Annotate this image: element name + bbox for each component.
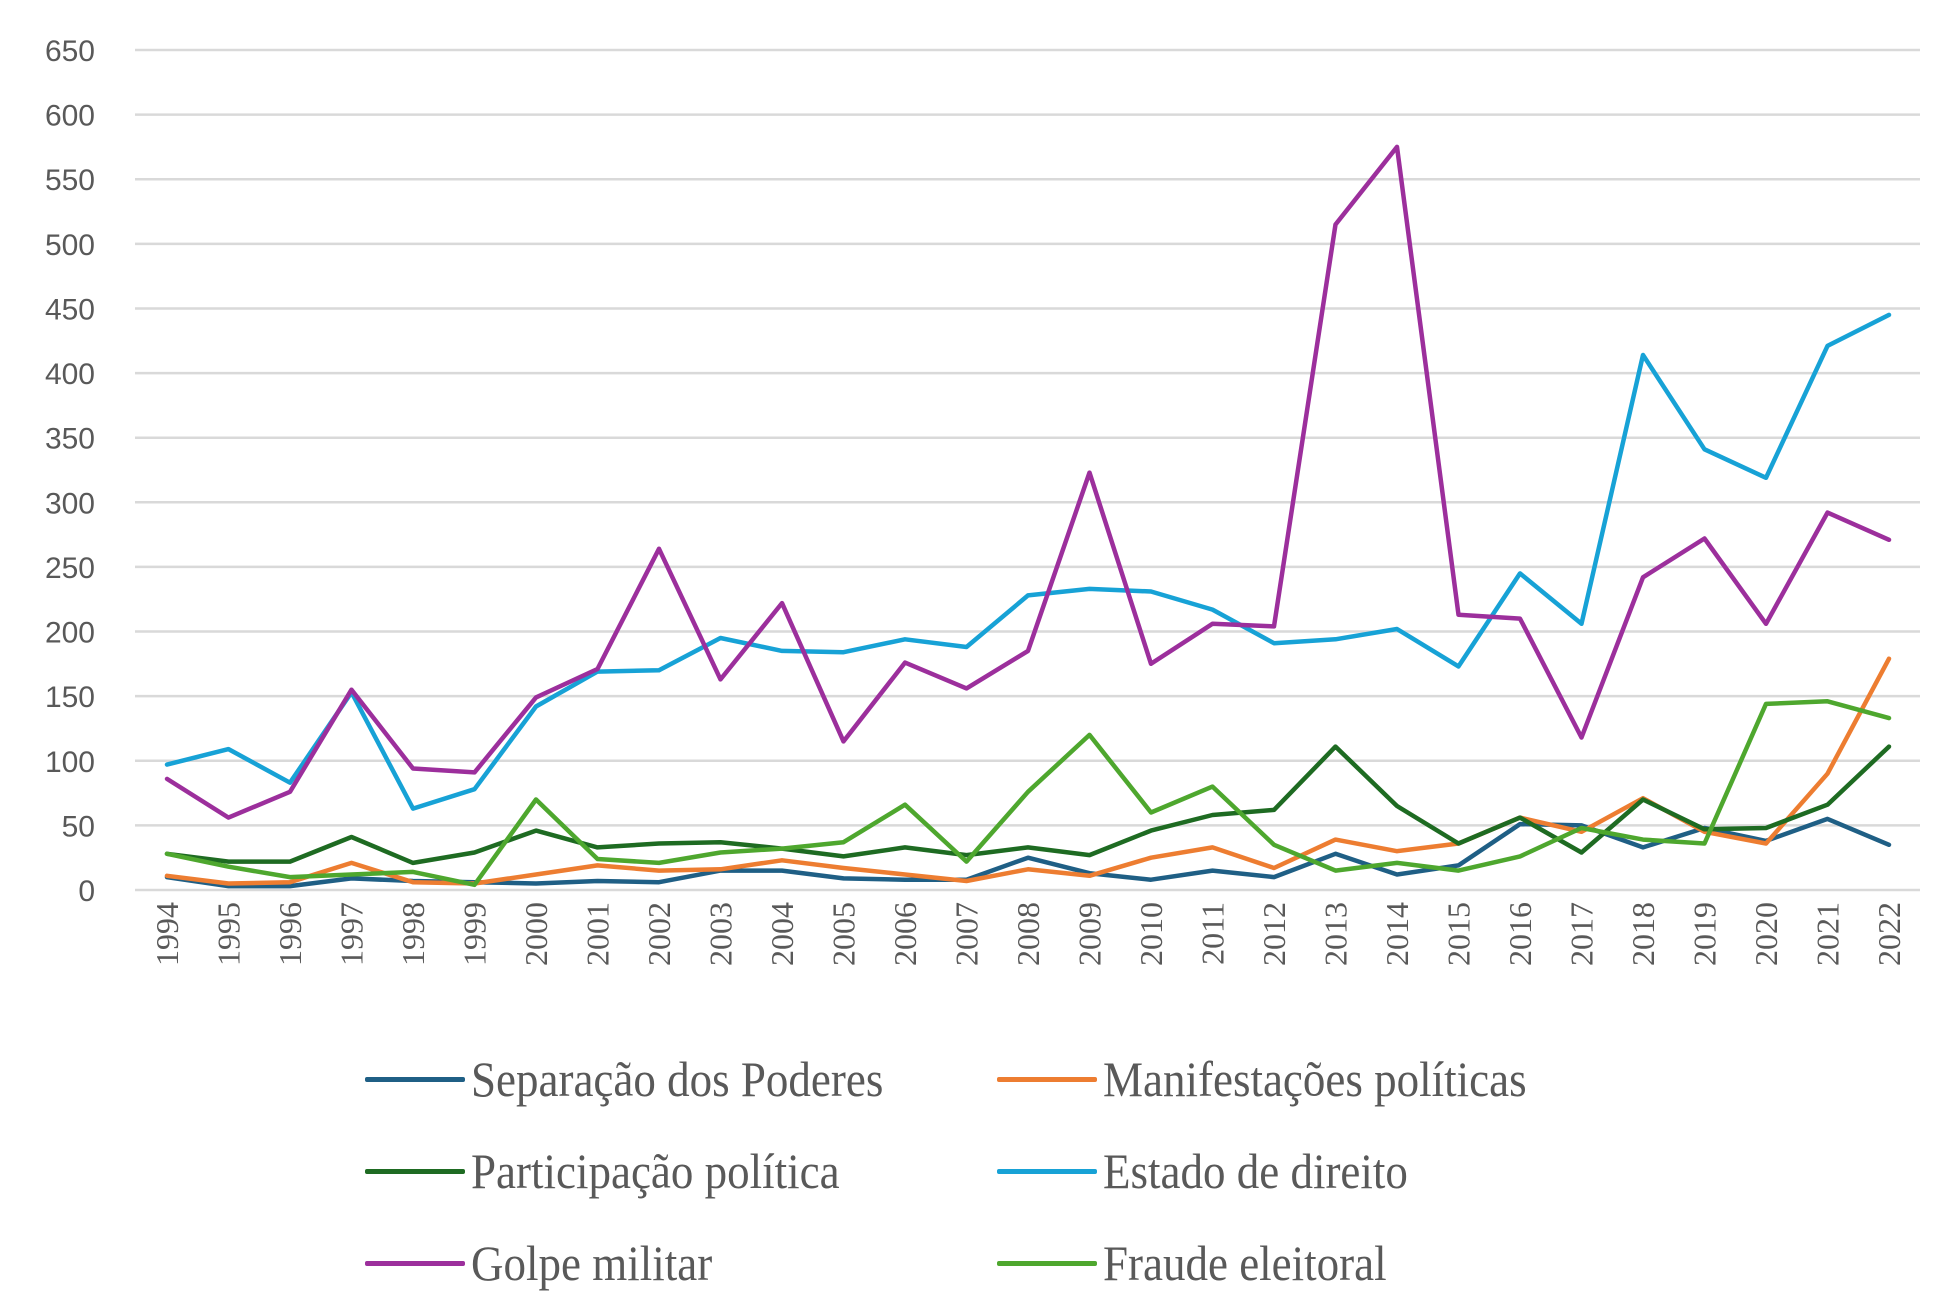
y-tick-label: 400 (45, 358, 95, 391)
y-tick-label: 500 (45, 229, 95, 262)
legend-label: Separação dos Poderes (471, 1051, 884, 1107)
x-tick-label: 2011 (1195, 902, 1231, 965)
x-tick-label: 2014 (1379, 902, 1415, 966)
legend-swatch (997, 1168, 1097, 1174)
series-lines (164, 144, 1892, 889)
y-tick-label: 50 (62, 810, 95, 843)
y-tick-label: 350 (45, 423, 95, 456)
legend-item: Golpe militar (365, 1234, 739, 1292)
legend-swatch (997, 1260, 1097, 1266)
y-tick-label: 300 (45, 487, 95, 520)
x-tick-label: 2015 (1441, 902, 1477, 966)
x-tick-label: 2004 (764, 902, 800, 966)
legend-label: Fraude eleitoral (1103, 1235, 1387, 1291)
legend-item: Fraude eleitoral (997, 1234, 1418, 1292)
x-tick-label: 2017 (1564, 902, 1600, 966)
x-tick-label: 1999 (457, 902, 493, 966)
y-axis-ticks: 0 50 100 150 200 250 300 350 400 450 500 550 600 650 (45, 35, 95, 908)
x-tick-label: 2002 (641, 902, 677, 966)
x-tick-label: 1995 (211, 902, 247, 966)
legend-label: Manifestações políticas (1103, 1051, 1527, 1107)
y-tick-label: 650 (45, 35, 95, 68)
series-line-3 (164, 312, 1892, 811)
x-tick-label: 1996 (272, 902, 308, 966)
x-tick-label: 2022 (1871, 902, 1907, 966)
x-tick-label: 2018 (1625, 902, 1661, 966)
x-tick-label: 2020 (1748, 902, 1784, 966)
y-tick-label: 200 (45, 617, 95, 650)
x-tick-label: 2012 (1256, 902, 1292, 966)
legend-label: Estado de direito (1103, 1143, 1408, 1199)
y-tick-label: 450 (45, 293, 95, 326)
legend-label: Participação política (471, 1143, 840, 1199)
legend-item: Manifestações políticas (997, 1050, 1574, 1108)
legend-swatch (997, 1076, 1097, 1082)
legend-label: Golpe militar (471, 1235, 713, 1291)
x-tick-label: 2000 (518, 902, 554, 966)
legend-swatch (365, 1260, 465, 1266)
legend-item: Estado de direito (997, 1142, 1442, 1200)
x-tick-label: 2006 (887, 902, 923, 966)
x-tick-label: 2013 (1318, 902, 1354, 966)
legend-item: Separação dos Poderes (365, 1050, 929, 1108)
series-line-4 (164, 144, 1892, 820)
x-tick-label: 2021 (1810, 902, 1846, 966)
x-axis-ticks: 1994 1995 1996 1997 1998 1999 2000 2001 2002 2003… (149, 902, 1907, 966)
x-tick-label: 2019 (1687, 902, 1723, 966)
y-tick-label: 550 (45, 164, 95, 197)
gridlines (135, 48, 1920, 892)
x-tick-label: 2005 (826, 902, 862, 966)
y-tick-label: 0 (78, 875, 95, 908)
x-tick-label: 2007 (949, 902, 985, 966)
x-tick-label: 1998 (395, 902, 431, 966)
x-tick-label: 2009 (1072, 902, 1108, 966)
x-tick-label: 1997 (334, 902, 370, 966)
y-tick-label: 100 (45, 746, 95, 779)
x-tick-label: 1994 (149, 902, 185, 966)
x-tick-label: 2016 (1502, 902, 1538, 966)
y-tick-label: 150 (45, 681, 95, 714)
y-tick-label: 250 (45, 552, 95, 585)
legend-swatch (365, 1168, 465, 1174)
y-tick-label: 600 (45, 100, 95, 133)
x-tick-label: 2010 (1133, 902, 1169, 966)
legend-item: Participação política (365, 1142, 881, 1200)
legend-swatch (365, 1076, 465, 1082)
x-tick-label: 2001 (580, 902, 616, 966)
x-tick-label: 2003 (703, 902, 739, 966)
x-tick-label: 2008 (1010, 902, 1046, 966)
